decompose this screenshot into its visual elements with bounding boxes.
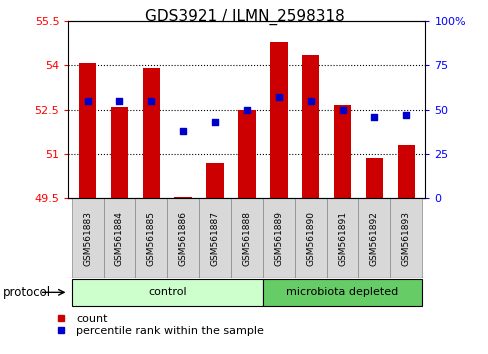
Legend: count, percentile rank within the sample: count, percentile rank within the sample: [49, 314, 264, 336]
Text: GSM561889: GSM561889: [274, 211, 283, 266]
Text: GSM561886: GSM561886: [178, 211, 187, 266]
Text: GSM561884: GSM561884: [115, 211, 123, 266]
Point: [211, 119, 219, 125]
Point: [274, 95, 282, 100]
Bar: [301, 55, 319, 198]
Text: protocol: protocol: [2, 286, 50, 299]
Bar: [397, 145, 414, 198]
Point: [402, 112, 409, 118]
Bar: [365, 158, 383, 198]
Point: [370, 114, 378, 120]
Bar: [199, 198, 230, 278]
Bar: [230, 198, 263, 278]
Text: GSM561891: GSM561891: [337, 211, 346, 266]
Text: GSM561885: GSM561885: [146, 211, 156, 266]
Bar: [206, 163, 224, 198]
Bar: [263, 279, 421, 307]
Bar: [167, 198, 199, 278]
Bar: [263, 198, 294, 278]
Text: GSM561888: GSM561888: [242, 211, 251, 266]
Point: [306, 98, 314, 104]
Bar: [326, 198, 358, 278]
Bar: [142, 68, 160, 198]
Text: GSM561887: GSM561887: [210, 211, 219, 266]
Point: [83, 98, 91, 104]
Point: [243, 107, 250, 113]
Text: GSM561893: GSM561893: [401, 211, 410, 266]
Bar: [103, 198, 135, 278]
Point: [147, 98, 155, 104]
Text: microbiota depleted: microbiota depleted: [286, 287, 398, 297]
Text: GSM561883: GSM561883: [83, 211, 92, 266]
Bar: [358, 198, 389, 278]
Bar: [294, 198, 326, 278]
Point: [179, 128, 187, 134]
Text: GSM561890: GSM561890: [305, 211, 315, 266]
Text: GSM561892: GSM561892: [369, 211, 378, 266]
Bar: [135, 198, 167, 278]
Bar: [72, 198, 103, 278]
Point: [338, 107, 346, 113]
Bar: [110, 107, 128, 198]
Text: control: control: [148, 287, 186, 297]
Bar: [389, 198, 421, 278]
Bar: [269, 42, 287, 198]
Bar: [79, 63, 96, 198]
Text: GDS3921 / ILMN_2598318: GDS3921 / ILMN_2598318: [144, 9, 344, 25]
Bar: [238, 110, 255, 198]
Bar: [72, 279, 263, 307]
Point: [115, 98, 123, 104]
Bar: [333, 105, 350, 198]
Bar: [174, 197, 192, 198]
